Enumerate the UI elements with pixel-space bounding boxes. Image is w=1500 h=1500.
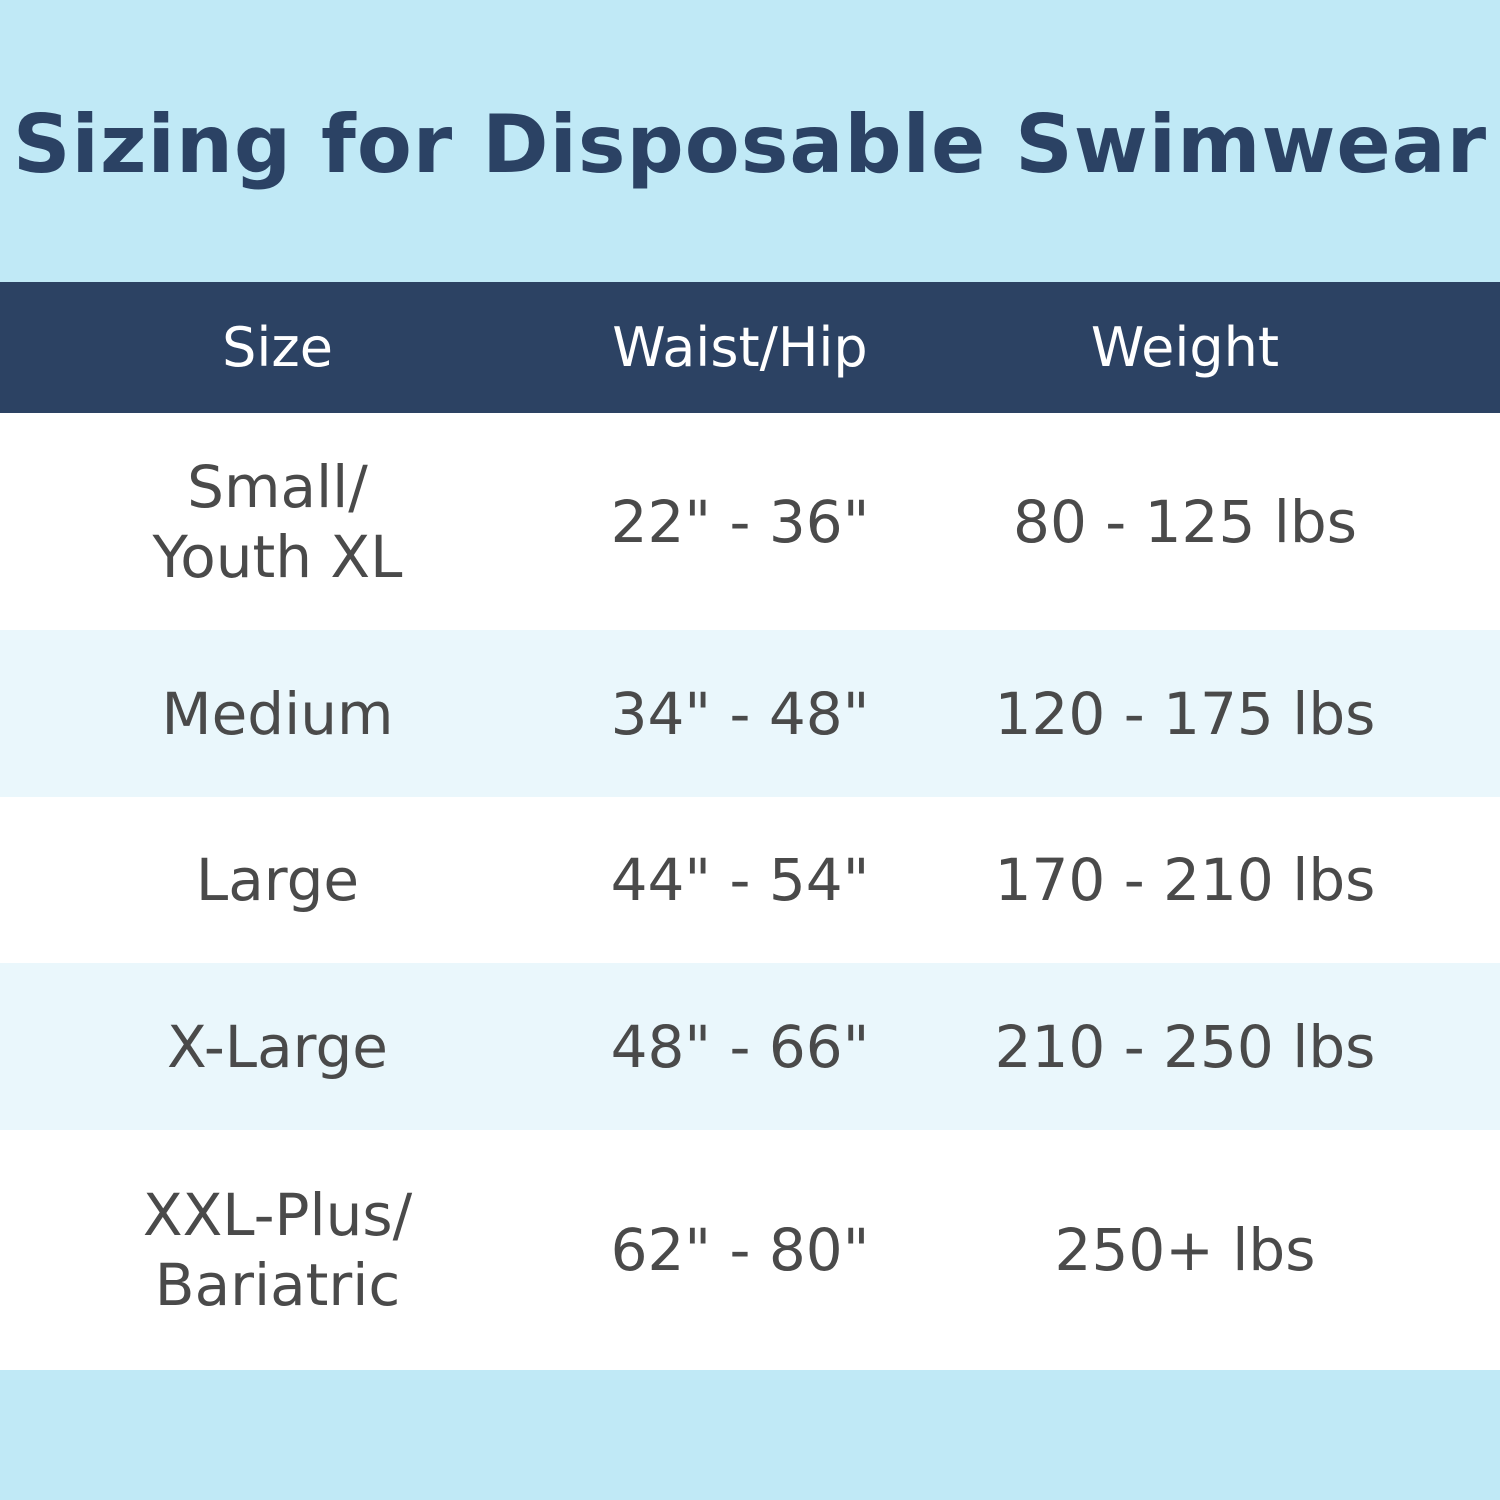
weight-cell: 210 - 250 lbs	[994, 1012, 1376, 1081]
waist-cell: 22" - 36"	[610, 487, 870, 556]
size-line: XXL-Plus/	[142, 1181, 413, 1249]
size-line: Youth XL	[152, 522, 403, 591]
table-row: X-Large 48" - 66" 210 - 250 lbs	[0, 963, 1500, 1130]
size-cell: Small/Youth XL	[0, 452, 555, 592]
table-row: Large 44" - 54" 170 - 210 lbs	[0, 797, 1500, 963]
page-title: Sizing for Disposable Swimwear	[12, 98, 1488, 191]
header-waist-hip: Waist/Hip	[612, 315, 868, 379]
weight-cell: 80 - 125 lbs	[1013, 487, 1357, 556]
sizing-table: Size Waist/Hip Weight Small/Youth XL 22"…	[0, 282, 1500, 1370]
waist-cell: 62" - 80"	[610, 1216, 870, 1284]
size-cell: X-Large	[167, 1012, 388, 1081]
size-cell: Large	[195, 846, 360, 914]
size-line: Bariatric	[154, 1251, 401, 1319]
header-weight: Weight	[1090, 315, 1280, 379]
table-row: Medium 34" - 48" 120 - 175 lbs	[0, 630, 1500, 797]
weight-cell: 250+ lbs	[1054, 1216, 1316, 1284]
header-size: Size	[222, 315, 333, 379]
waist-cell: 34" - 48"	[610, 679, 870, 748]
size-cell: Medium	[161, 679, 394, 748]
table-row: XXL-Plus/Bariatric 62" - 80" 250+ lbs	[0, 1130, 1500, 1370]
size-line: Small/	[187, 452, 368, 521]
table-header: Size Waist/Hip Weight	[0, 282, 1500, 413]
size-cell: XXL-Plus/Bariatric	[0, 1180, 555, 1320]
waist-cell: 44" - 54"	[610, 846, 870, 914]
table-row: Small/Youth XL 22" - 36" 80 - 125 lbs	[0, 413, 1500, 630]
weight-cell: 170 - 210 lbs	[994, 846, 1376, 914]
weight-cell: 120 - 175 lbs	[994, 679, 1376, 748]
waist-cell: 48" - 66"	[610, 1012, 870, 1081]
